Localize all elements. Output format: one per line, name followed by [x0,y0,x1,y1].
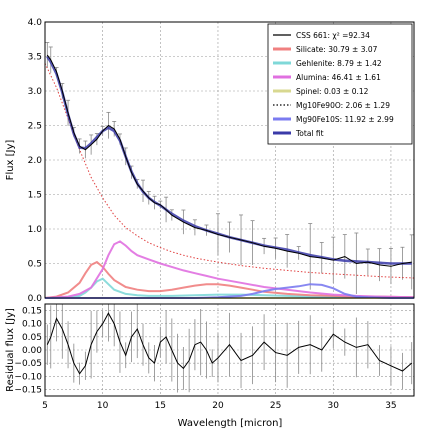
y-tick-label: 0.10 [22,320,42,330]
residual-panel: 0.15 0.10 0.05 0.00 −0.05 −0.10 −0.15 5 10 15 20 2… [5,303,415,429]
series-line-total-fit [46,55,412,265]
legend-entry: Silicate: 30.79 ± 3.07 [273,45,378,54]
x-tick-label: 5 [42,401,48,411]
series-line-residual [46,312,413,375]
legend-label: Total fit [295,129,324,138]
y-tick-label: −0.05 [14,359,42,369]
legend-entry: Gehlenite: 8.79 ± 1.42 [273,59,382,68]
y-tick-label: 0.0 [28,294,43,304]
x-tick-label: 20 [212,401,224,411]
legend-entry: Total fit [273,129,324,138]
y-tick-label: −0.15 [14,385,42,395]
flux-y-ticks: 0.0 0.5 1.0 1.5 2.0 2.5 3.0 3.5 4.0 [28,18,43,304]
y-tick-label: 1.5 [28,191,42,201]
y-tick-label: 1.0 [28,225,43,235]
residual-x-ticks: 5 10 15 20 25 30 35 [42,401,397,411]
y-tick-label: 4.0 [28,18,43,28]
y-tick-label: 2.5 [28,122,42,132]
flux-panel: 0.0 0.5 1.0 1.5 2.0 2.5 3.0 3.5 4.0 Flux [Jy] CS… [5,18,415,304]
y-tick-label: 3.5 [28,53,42,63]
legend: CSS 661: χ² =92.34 Silicate: 30.79 ± 3.0… [267,23,413,145]
legend-label: Alumina: 46.41 ± 1.61 [296,73,381,82]
y-tick-label: 3.0 [28,87,43,97]
x-tick-label: 15 [155,401,166,411]
residual-y-ticks: 0.15 0.10 0.05 0.00 −0.05 −0.10 −0.15 [14,307,42,396]
legend-entry: Mg10Fe90O: 2.06 ± 1.29 [273,101,390,110]
legend-label: CSS 661: χ² =92.34 [296,31,370,40]
series-line-observed [46,54,412,267]
legend-entry: Alumina: 46.41 ± 1.61 [273,73,381,82]
y-tick-label: 2.0 [28,156,43,166]
residual-plot-frame [44,303,415,397]
x-axis-label: Wavelength [micron] [178,418,283,429]
y-tick-label: −0.10 [14,372,42,382]
x-tick-label: 25 [270,401,281,411]
flux-y-axis-label: Flux [Jy] [5,140,16,181]
legend-label: Gehlenite: 8.79 ± 1.42 [296,59,382,68]
residual-series-group [46,304,413,393]
legend-label: Silicate: 30.79 ± 3.07 [296,45,378,54]
series-line-alumina [44,240,415,299]
legend-label: Mg90Fe10S: 11.92 ± 2.99 [296,115,394,124]
legend-label: Spinel: 0.03 ± 0.12 [296,87,369,96]
y-tick-label: 0.5 [28,260,42,270]
y-tick-label: 0.15 [22,307,42,317]
legend-box [267,23,413,145]
y-tick-label: 0.00 [22,346,42,356]
x-tick-label: 35 [385,401,396,411]
flux-plot-frame [44,21,415,299]
legend-label: Mg10Fe90O: 2.06 ± 1.29 [296,101,390,110]
y-tick-label: 0.05 [22,333,42,343]
legend-entry: CSS 661: χ² =92.34 [273,31,370,40]
legend-entry: Mg90Fe10S: 11.92 ± 2.99 [273,115,394,124]
legend-entry: Spinel: 0.03 ± 0.12 [273,87,369,96]
series-line-silicate [44,260,415,299]
residual-y-axis-label: Residual flux [Jy] [5,308,16,392]
x-tick-label: 30 [328,401,340,411]
x-tick-label: 10 [97,401,109,411]
series-line-mg10fe90o [44,63,415,279]
